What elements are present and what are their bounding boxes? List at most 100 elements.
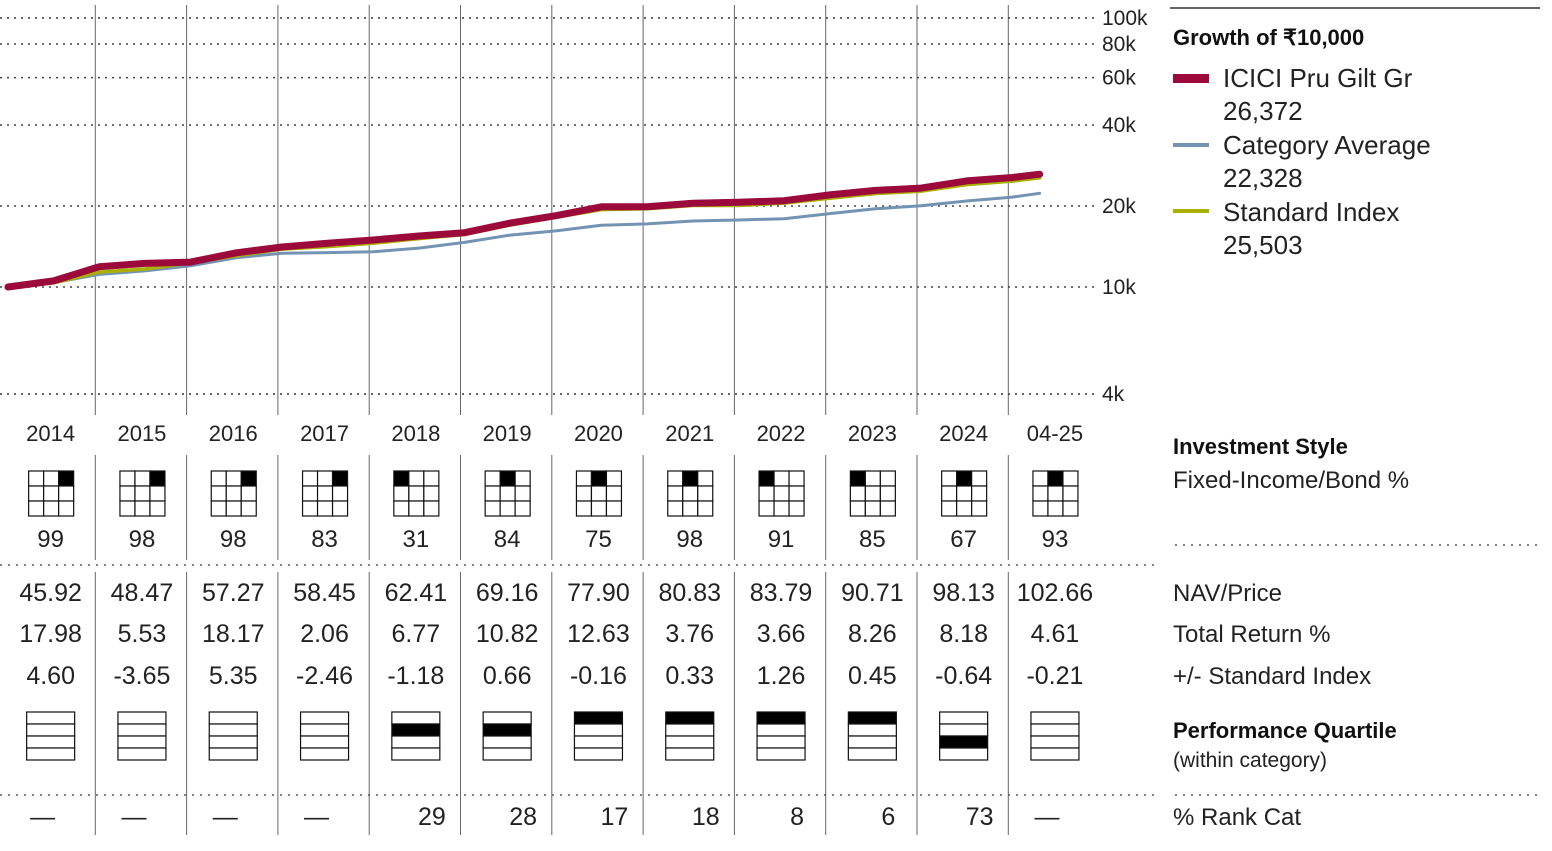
- y-tick-label: 4k: [1102, 383, 1125, 406]
- style-cell: [605, 485, 623, 502]
- style-box: [667, 470, 714, 517]
- style-cell: [849, 500, 866, 517]
- table-cell: 8.26: [848, 620, 897, 648]
- performance-quartile-subtitle: (within category): [1173, 749, 1327, 772]
- rank-value: 29: [418, 803, 446, 831]
- style-cell: [240, 500, 257, 517]
- rank-values: — — — — 29 28 17 18 8 6 73 —: [30, 803, 1059, 831]
- legend-index-value: 25,503: [1223, 230, 1303, 260]
- style-box: [758, 470, 805, 517]
- quartile-cell: [299, 735, 350, 749]
- style-cell: [773, 470, 790, 487]
- year-label: 2021: [665, 421, 714, 446]
- year-label: 2018: [391, 421, 440, 446]
- table-cell: 69.16: [476, 579, 539, 607]
- style-box: [119, 470, 166, 517]
- style-cell: [119, 500, 136, 517]
- legend-fund-value: 26,372: [1223, 96, 1303, 126]
- table-cell: 3.66: [757, 620, 806, 648]
- quartile-cell: [26, 747, 76, 761]
- rank-value: —: [304, 803, 329, 831]
- quartile-cell: [299, 747, 350, 761]
- style-cell: [956, 485, 973, 502]
- style-cell: [1032, 500, 1049, 517]
- quartile-cell: [117, 735, 167, 749]
- style-cell: [484, 470, 501, 487]
- quartile-cell: [299, 723, 350, 737]
- style-box: [210, 470, 257, 517]
- style-box: [393, 470, 440, 517]
- quartile-cell: [939, 747, 989, 761]
- style-cell: [864, 500, 881, 517]
- quartile-cell-filled: [573, 711, 624, 725]
- style-cell: [301, 470, 319, 487]
- style-cell: [788, 470, 805, 487]
- style-cell: [605, 470, 623, 487]
- style-cell: [58, 485, 75, 502]
- quartile-box: [482, 711, 532, 761]
- table-cell: 0.45: [848, 662, 897, 690]
- quartile-cell: [299, 711, 350, 725]
- y-gridlines: [0, 17, 1098, 395]
- quartile-cell: [117, 723, 167, 737]
- table-cell: 98.13: [932, 579, 995, 607]
- year-labels: 2014 2015 2016 2017 2018 2019 2020 2021 2022 2023…: [26, 421, 1083, 446]
- style-cell: [210, 470, 227, 487]
- year-label: 2014: [26, 421, 75, 446]
- rank-value: —: [121, 803, 146, 831]
- style-cell: [667, 485, 684, 502]
- style-cell: [499, 485, 516, 502]
- style-cell: [1032, 485, 1049, 502]
- style-box: [484, 470, 531, 517]
- table-cell: 62.41: [385, 579, 448, 607]
- investment-style-title: Investment Style: [1173, 434, 1348, 459]
- performance-quartile-title: Performance Quartile: [1173, 718, 1397, 743]
- rank-value: 73: [966, 803, 994, 831]
- style-cell: [240, 485, 257, 502]
- quartile-cell: [756, 735, 806, 749]
- year-label: 2024: [939, 421, 988, 446]
- quartile-box: [573, 711, 624, 761]
- table-cell: -2.46: [296, 662, 353, 690]
- table-cell: 83.79: [750, 579, 813, 607]
- quartile-cell: [1030, 711, 1080, 725]
- y-tick-label: 40k: [1102, 114, 1136, 137]
- rank-value: —: [30, 803, 55, 831]
- style-pct: 93: [1042, 526, 1069, 553]
- table-cell: -0.64: [935, 662, 992, 690]
- quartile-box: [117, 711, 167, 761]
- table-cell: 0.33: [665, 662, 714, 690]
- style-cell: [331, 485, 349, 502]
- style-cell: [408, 485, 425, 502]
- table-cell: -0.16: [570, 662, 627, 690]
- style-cell: [1062, 500, 1079, 517]
- style-cell: [575, 500, 593, 517]
- style-cell: [605, 500, 623, 517]
- quartile-cell: [756, 723, 806, 737]
- quartile-cell: [573, 747, 624, 761]
- year-label: 04-25: [1027, 421, 1083, 446]
- style-cell: [879, 485, 896, 502]
- style-cell-filled: [393, 470, 410, 487]
- style-cell: [514, 500, 531, 517]
- quartile-cell: [482, 735, 532, 749]
- series-line-icici-pru-gilt-gr: [4, 170, 1044, 291]
- style-pct: 91: [768, 526, 795, 553]
- legend-category-name: Category Average: [1223, 130, 1431, 160]
- style-cell: [1047, 485, 1064, 502]
- quartile-cell: [117, 747, 167, 761]
- style-pct: 98: [220, 526, 247, 553]
- y-tick-label: 80k: [1102, 33, 1136, 56]
- table-cell: -3.65: [113, 662, 170, 690]
- quartile-cell: [1030, 723, 1080, 737]
- year-label: 2020: [574, 421, 623, 446]
- quartile-box: [665, 711, 715, 761]
- style-cell: [149, 500, 166, 517]
- style-cell: [667, 500, 684, 517]
- table-cell: 12.63: [567, 620, 630, 648]
- quartile-cell: [391, 711, 441, 725]
- style-cell: [134, 485, 151, 502]
- style-cell-filled: [240, 470, 257, 487]
- quartile-cell: [847, 747, 897, 761]
- style-cell: [941, 500, 958, 517]
